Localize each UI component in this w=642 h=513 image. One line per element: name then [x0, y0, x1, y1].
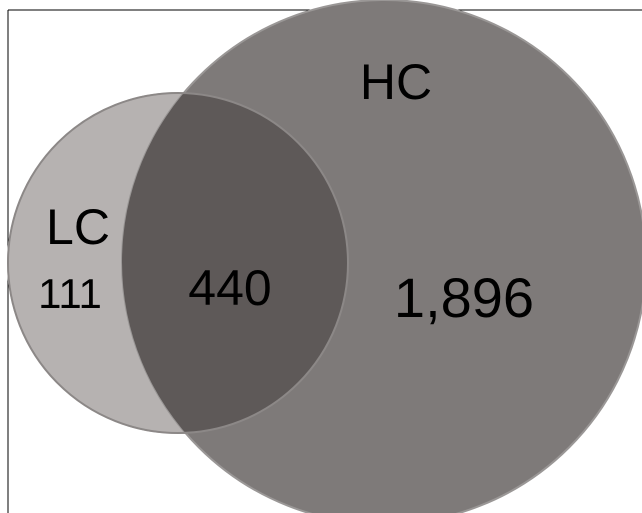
overlap-region	[122, 93, 348, 433]
overlap-count: 440	[188, 260, 271, 316]
lc-unique-count: 111	[38, 270, 102, 317]
hc-label: HC	[360, 54, 432, 110]
hc-unique-count: 1,896	[394, 266, 534, 329]
lc-label: LC	[46, 199, 110, 255]
lc-outline-inside	[7, 92, 349, 434]
